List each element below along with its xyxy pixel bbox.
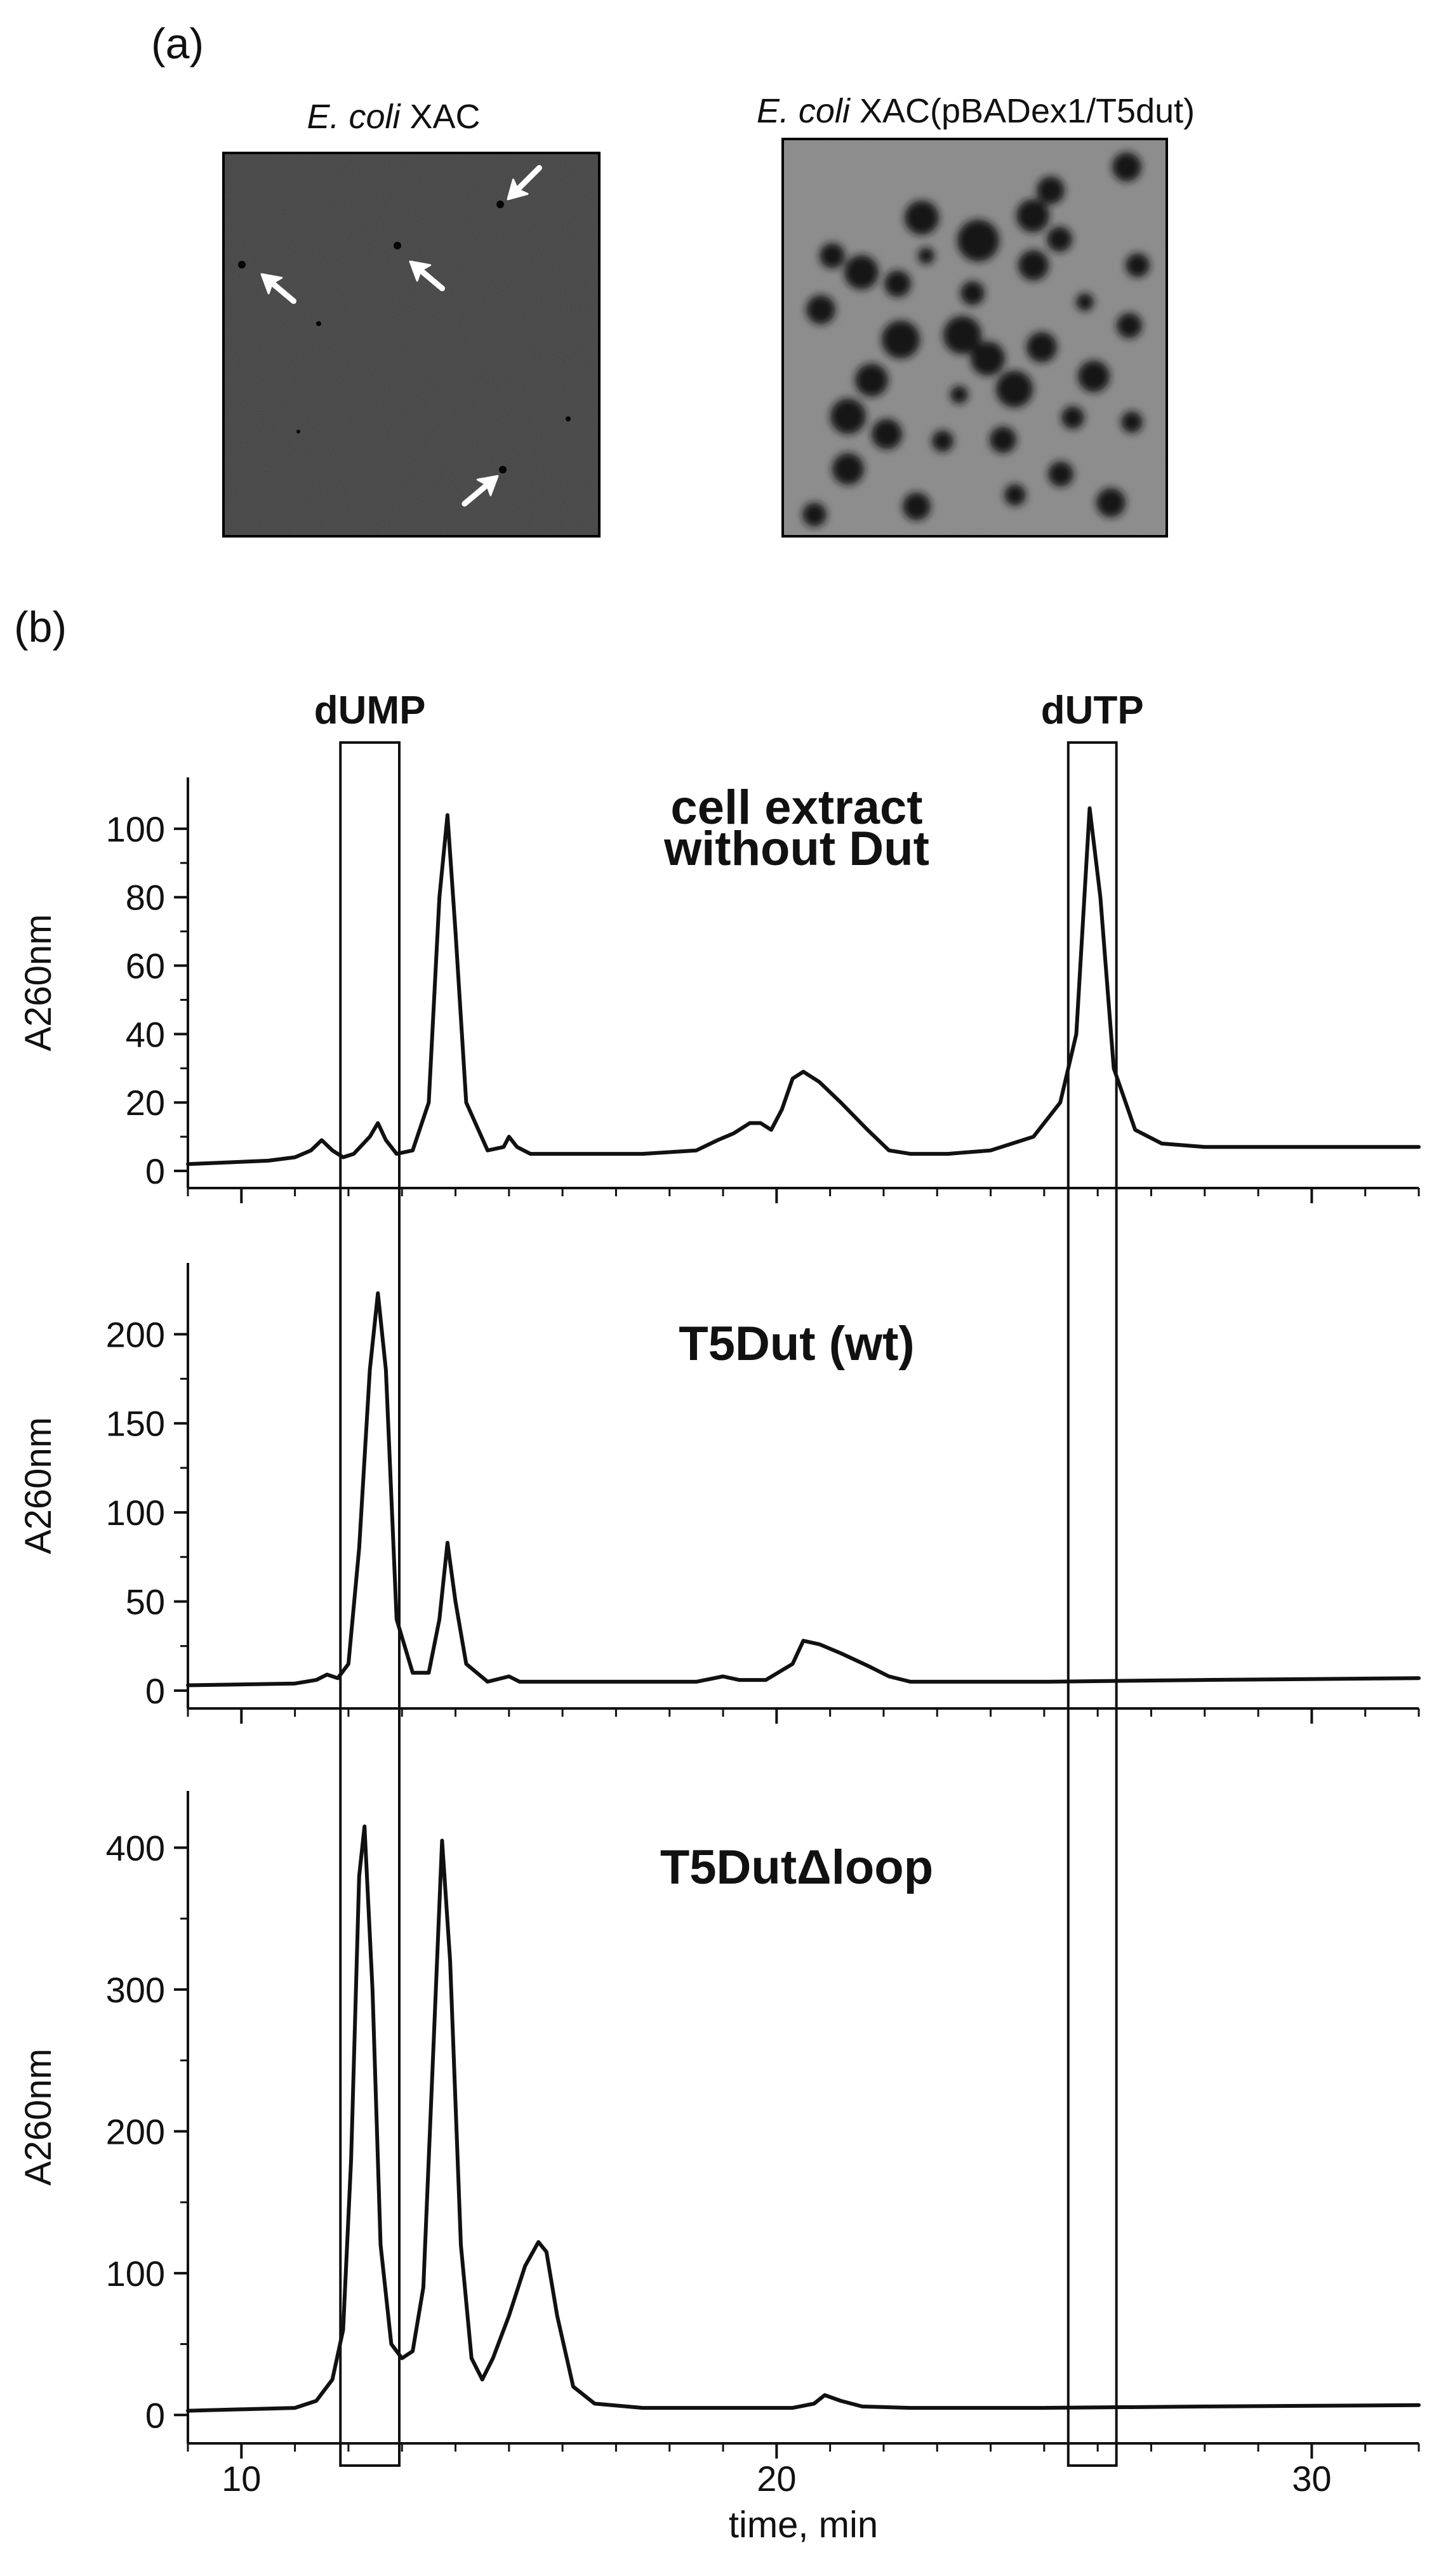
x-tick-label: 10 <box>222 2459 261 2499</box>
y-tick-label: 200 <box>106 2111 165 2151</box>
y-tick-label: 80 <box>126 878 165 918</box>
panel-title: without Dut <box>663 822 929 876</box>
plate-1-title-rest: XAC <box>401 98 481 136</box>
y-tick-label: 50 <box>126 1582 165 1622</box>
x-tick-label: 30 <box>1292 2459 1331 2499</box>
dump-label: dUMP <box>314 689 426 732</box>
y-tick-label: 100 <box>106 2254 165 2294</box>
panel-a-label: (a) <box>151 20 204 68</box>
y-tick-label: 100 <box>106 809 165 849</box>
dump-box <box>339 741 401 2467</box>
plate-1-colonies <box>238 201 571 473</box>
y-tick-label: 0 <box>145 1671 165 1711</box>
dutp-label: dUTP <box>1041 689 1144 732</box>
plate-2-title-rest: XAC(pBADex1/T5dut) <box>850 92 1195 130</box>
y-axis-label: A260nm <box>18 1417 59 1554</box>
x-axis-label: time, min <box>729 2504 878 2546</box>
plate-2-title-italic: E. coli <box>757 92 851 130</box>
x-tick-label: 20 <box>757 2459 796 2499</box>
peak-highlight-boxes: dUMP dUTP <box>314 689 1144 2467</box>
y-tick-label: 0 <box>145 2395 165 2435</box>
plate-image-2 <box>781 138 1168 538</box>
plate-1-title: E. coli XAC <box>307 98 480 136</box>
plate-2-title: E. coli XAC(pBADex1/T5dut) <box>757 92 1195 130</box>
y-tick-label: 40 <box>126 1014 165 1054</box>
y-tick-label: 60 <box>126 946 165 986</box>
y-tick-label: 100 <box>106 1493 165 1533</box>
plate-2-colonies <box>802 152 1150 527</box>
arrow-icon <box>260 165 542 507</box>
y-tick-label: 20 <box>126 1083 165 1123</box>
y-axis-label: A260nm <box>18 914 59 1051</box>
plate-1-title-italic: E. coli <box>307 98 401 136</box>
series-line <box>186 1824 1421 2413</box>
panel-b-label: (b) <box>14 603 67 651</box>
panel-title: T5Dut (wt) <box>679 1317 914 1371</box>
panel-title: cell extract <box>670 781 922 835</box>
y-tick-label: 200 <box>106 1314 165 1354</box>
y-tick-label: 300 <box>106 1970 165 2010</box>
chart-t5dut-dloop: 0 100 200 300 400 A260nm T5DutΔloop <box>18 1791 1421 2459</box>
chart-t5dut-wt: 0 50 100 150 200 A260nm T5Dut (wt) <box>18 1263 1421 1724</box>
dutp-box <box>1066 741 1118 2467</box>
plate-image-1 <box>222 152 601 538</box>
panel-title: T5DutΔloop <box>660 1840 933 1894</box>
y-axis-label: A260nm <box>18 2049 59 2186</box>
series-line <box>186 1291 1421 1688</box>
y-tick-label: 150 <box>106 1404 165 1444</box>
y-tick-label: 400 <box>106 1828 165 1868</box>
y-tick-label: 0 <box>145 1151 165 1191</box>
x-axis: 10 20 30 time, min <box>222 2459 1331 2546</box>
